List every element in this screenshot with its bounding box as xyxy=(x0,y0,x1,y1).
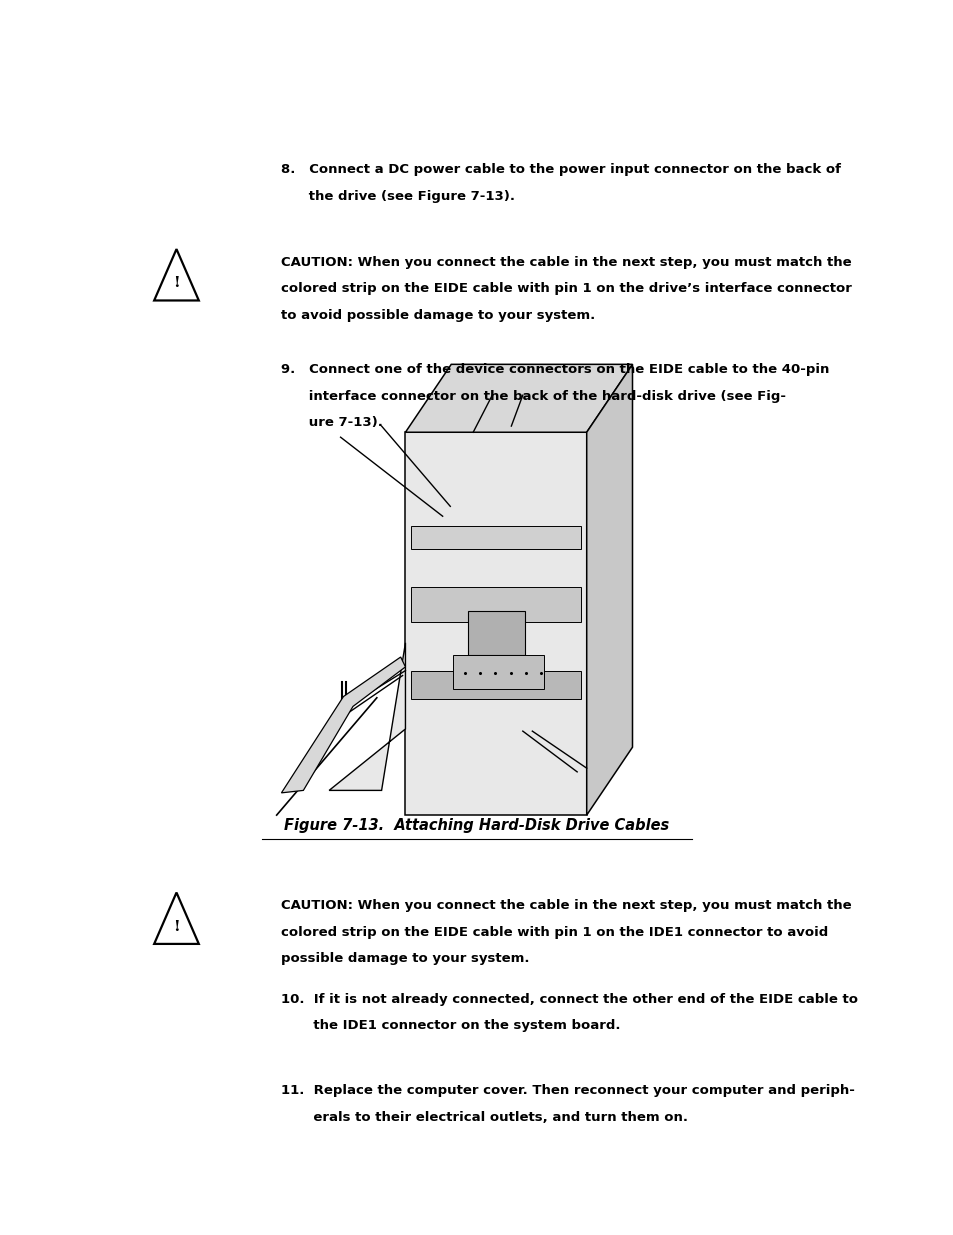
Polygon shape xyxy=(405,364,632,432)
Text: 11.  Replace the computer cover. Then reconnect your computer and periph-: 11. Replace the computer cover. Then rec… xyxy=(281,1084,855,1098)
Polygon shape xyxy=(411,672,580,699)
Polygon shape xyxy=(411,526,580,548)
Polygon shape xyxy=(329,642,405,790)
Text: erals to their electrical outlets, and turn them on.: erals to their electrical outlets, and t… xyxy=(281,1112,688,1124)
Polygon shape xyxy=(453,656,543,689)
Polygon shape xyxy=(467,611,524,656)
Polygon shape xyxy=(405,432,586,815)
Text: 9.   Connect one of the device connectors on the EIDE cable to the 40-pin: 9. Connect one of the device connectors … xyxy=(281,363,829,377)
Text: 10.  If it is not already connected, connect the other end of the EIDE cable to: 10. If it is not already connected, conn… xyxy=(281,993,858,1007)
Text: 8.   Connect a DC power cable to the power input connector on the back of: 8. Connect a DC power cable to the power… xyxy=(281,163,841,177)
Text: colored strip on the EIDE cable with pin 1 on the IDE1 connector to avoid: colored strip on the EIDE cable with pin… xyxy=(281,926,828,939)
Text: colored strip on the EIDE cable with pin 1 on the drive’s interface connector: colored strip on the EIDE cable with pin… xyxy=(281,282,851,295)
Text: to avoid possible damage to your system.: to avoid possible damage to your system. xyxy=(281,309,595,322)
Text: possible damage to your system.: possible damage to your system. xyxy=(281,952,529,966)
Text: CAUTION: When you connect the cable in the next step, you must match the: CAUTION: When you connect the cable in t… xyxy=(281,899,851,913)
Text: the IDE1 connector on the system board.: the IDE1 connector on the system board. xyxy=(281,1020,620,1032)
Text: !: ! xyxy=(173,277,179,290)
Polygon shape xyxy=(281,657,405,793)
Text: Figure 7-13.  Attaching Hard-Disk Drive Cables: Figure 7-13. Attaching Hard-Disk Drive C… xyxy=(284,818,669,832)
Text: the drive (see Figure 7-13).: the drive (see Figure 7-13). xyxy=(281,190,515,203)
Text: ure 7-13).: ure 7-13). xyxy=(281,416,383,430)
Polygon shape xyxy=(411,588,580,622)
Polygon shape xyxy=(586,364,632,815)
Text: !: ! xyxy=(173,920,179,934)
Text: CAUTION: When you connect the cable in the next step, you must match the: CAUTION: When you connect the cable in t… xyxy=(281,256,851,269)
Text: interface connector on the back of the hard-disk drive (see Fig-: interface connector on the back of the h… xyxy=(281,390,785,403)
